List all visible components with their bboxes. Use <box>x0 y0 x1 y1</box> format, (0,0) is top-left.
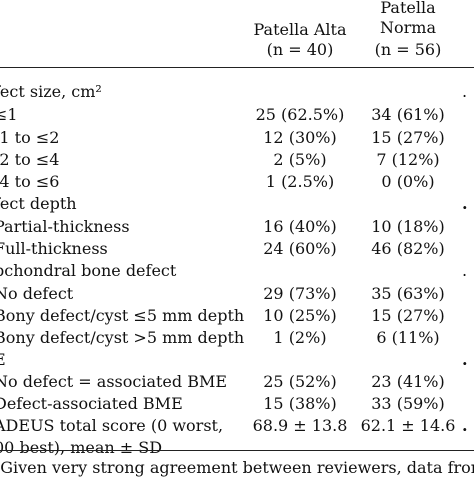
cell-patella-norma: 62.1 ± 14.6 <box>360 416 456 435</box>
cell-patella-norma: 23 (41%) <box>371 372 445 391</box>
cell-patella-norma: 15 (27%) <box>371 306 445 325</box>
row-label: ≤1 <box>0 105 18 124</box>
cell-patella-norma: 33 (59%) <box>371 394 445 413</box>
table-row: E. <box>0 349 474 371</box>
table-row: bchondral bone defect. <box>0 260 474 282</box>
row-label: No defect = associated BME <box>0 372 228 391</box>
row-label: -1 to ≤2 <box>0 128 60 147</box>
table-row: fect size, cm². <box>0 81 474 103</box>
cell-patella-norma: 10 (18%) <box>371 217 445 236</box>
cell-patella-norma: 15 (27%) <box>371 128 445 147</box>
table-row: fect depth. <box>0 193 474 215</box>
table-row: ≤1 25 (62.5%) 34 (61%) <box>0 104 474 126</box>
column-header-patella-norma-n: (n = 56) <box>374 40 442 59</box>
row-label: ADEUS total score (0 worst, <box>0 416 224 435</box>
table-row: No defect = associated BME 25 (52%) 23 (41… <box>0 371 474 393</box>
row-label: No defect <box>0 284 74 303</box>
cell-patella-norma: 0 (0%) <box>381 172 435 191</box>
table-footnote: ᵉGiven very strong agreement between rev… <box>0 458 474 477</box>
row-label: fect size, cm² <box>0 82 102 101</box>
cell-p-value-fragment: . <box>462 416 468 435</box>
bottom-rule <box>0 450 474 452</box>
table-row: Full-thickness 24 (60%) 46 (82%) <box>0 238 474 260</box>
row-label: Full-thickness <box>0 239 108 258</box>
table-row: ADEUS total score (0 worst, 68.9 ± 13.8 62… <box>0 415 474 437</box>
cell-patella-alta: 10 (25%) <box>263 306 337 325</box>
cell-patella-alta: 24 (60%) <box>263 239 337 258</box>
cell-patella-alta: 25 (52%) <box>263 372 337 391</box>
cell-p-value-fragment: . <box>462 350 468 369</box>
cell-patella-norma: 46 (82%) <box>371 239 445 258</box>
header-rule <box>0 67 474 69</box>
cell-patella-alta: 68.9 ± 13.8 <box>252 416 348 435</box>
row-label: -2 to ≤4 <box>0 150 60 169</box>
cell-patella-alta: 15 (38%) <box>263 394 337 413</box>
row-label: Bony defect/cyst >5 mm depth <box>0 328 245 347</box>
row-label: 00 best), mean ± SD <box>0 438 163 457</box>
table-row: Defect-associated BME 15 (38%) 33 (59%) <box>0 393 474 415</box>
table-row: Partial-thickness 16 (40%) 10 (18%) <box>0 216 474 238</box>
column-header-patella-norma-line1: Patella <box>380 0 436 17</box>
cell-patella-alta: 12 (30%) <box>263 128 337 147</box>
cell-patella-norma: 6 (11%) <box>376 328 440 347</box>
table-row: Bony defect/cyst >5 mm depth 1 (2%) 6 (11%… <box>0 327 474 349</box>
cell-patella-norma: 7 (12%) <box>376 150 440 169</box>
cell-p-value-fragment: . <box>462 82 468 101</box>
cell-patella-norma: 35 (63%) <box>371 284 445 303</box>
cell-patella-alta: 1 (2.5%) <box>265 172 335 191</box>
table-row: 00 best), mean ± SD <box>0 437 474 459</box>
table-row: -2 to ≤4 2 (5%) 7 (12%) <box>0 149 474 171</box>
row-label: fect depth <box>0 194 77 213</box>
cell-patella-alta: 25 (62.5%) <box>255 105 345 124</box>
cell-patella-norma: 34 (61%) <box>371 105 445 124</box>
table-row: -4 to ≤6 1 (2.5%) 0 (0%) <box>0 171 474 193</box>
row-label: -4 to ≤6 <box>0 172 60 191</box>
cell-p-value-fragment: . <box>462 261 468 280</box>
row-label: Bony defect/cyst ≤5 mm depth <box>0 306 245 325</box>
row-label: bchondral bone defect <box>0 261 177 280</box>
cell-patella-alta: 2 (5%) <box>273 150 327 169</box>
column-header-patella-alta-n: (n = 40) <box>266 40 334 59</box>
row-label: E <box>0 349 6 371</box>
cell-p-value-fragment: . <box>462 194 468 213</box>
cell-patella-alta: 1 (2%) <box>273 328 327 347</box>
table-row: Bony defect/cyst ≤5 mm depth 10 (25%) 15 (… <box>0 305 474 327</box>
column-header-patella-alta-name: Patella Alta <box>253 20 347 39</box>
table-row: -1 to ≤2 12 (30%) 15 (27%) <box>0 127 474 149</box>
column-header-patella-norma-line2: Norma <box>380 18 436 37</box>
row-label: Defect-associated BME <box>0 394 183 413</box>
table-row: No defect 29 (73%) 35 (63%) <box>0 283 474 305</box>
cell-patella-alta: 16 (40%) <box>263 217 337 236</box>
cell-patella-alta: 29 (73%) <box>263 284 337 303</box>
row-label: Partial-thickness <box>0 217 130 236</box>
